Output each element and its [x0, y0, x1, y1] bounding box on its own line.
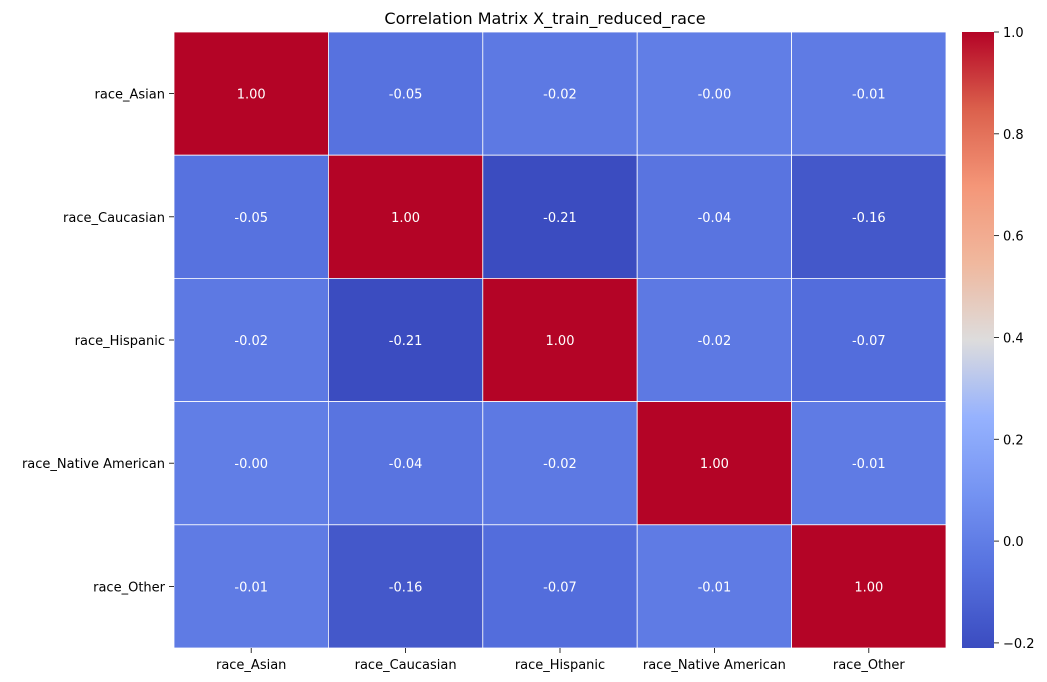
cell-value-label: -0.01 — [852, 457, 886, 472]
cell-value-label: -0.02 — [543, 457, 577, 472]
colorbar-tick-label: 0.8 — [1003, 128, 1024, 143]
chart-title: Correlation Matrix X_train_reduced_race — [384, 9, 705, 29]
row-tick-label: race_Hispanic — [75, 334, 165, 349]
colorbar-tick-label: 0.2 — [1003, 433, 1024, 448]
cell-value-label: -0.01 — [698, 580, 732, 595]
cell-value-label: -0.07 — [852, 334, 886, 349]
heatmap-cell — [791, 401, 947, 526]
cell-value-label: -0.16 — [852, 211, 886, 226]
colorbar — [962, 32, 994, 648]
heatmap-cell — [791, 31, 947, 156]
cell-value-label: -0.00 — [698, 88, 732, 103]
heatmap-cell — [482, 401, 638, 526]
colorbar-tick-label: 1.0 — [1003, 26, 1024, 41]
column-tick-label: race_Other — [833, 658, 906, 673]
cell-value-label: -0.21 — [389, 334, 423, 349]
heatmap-cell — [327, 154, 484, 279]
row-tick-labels: race_Asian race_Caucasian race_Hispanicrac… — [22, 88, 174, 595]
colorbar-tick-label: 0.0 — [1003, 535, 1024, 550]
cell-value-label: -0.00 — [234, 457, 268, 472]
cell-value-label: 1.00 — [700, 457, 729, 472]
heatmap-cell — [482, 31, 638, 156]
cell-value-label: -0.16 — [389, 580, 423, 595]
heatmap-cell — [636, 401, 793, 526]
heatmap-cell — [482, 277, 638, 402]
column-tick-label: race_Asian — [216, 658, 286, 673]
heatmap-cell — [173, 31, 329, 156]
cell-value-label: -0.02 — [698, 334, 732, 349]
cell-value-label: 1.00 — [391, 211, 420, 226]
heatmap-cell — [791, 277, 947, 402]
heatmap-cell — [636, 31, 793, 156]
row-tick-label: race_Other — [93, 580, 166, 595]
heatmap-cell — [327, 524, 484, 649]
row-tick-label: race_Native American — [22, 457, 165, 472]
heatmap-value-labels: 1.00 -0.05 -0.02 -0.00 -0.01 -0.05 1.00 -0.21 -0… — [234, 88, 885, 596]
colorbar-tick-label: 0.6 — [1003, 230, 1024, 245]
column-tick-label: race_Native American — [643, 658, 786, 673]
heatmap-cell — [791, 154, 947, 279]
cell-value-label: -0.02 — [543, 88, 577, 103]
cell-value-label: 1.00 — [854, 580, 883, 595]
cell-value-label: -0.05 — [389, 88, 423, 103]
heatmap-cells — [173, 31, 947, 649]
cell-value-label: -0.21 — [543, 211, 577, 226]
column-tick-label: race_Caucasian — [355, 658, 457, 673]
cell-value-label: -0.01 — [234, 580, 268, 595]
heatmap-cell — [327, 277, 484, 402]
cell-value-label: 1.00 — [237, 88, 266, 103]
colorbar-tick-label: 0.4 — [1003, 331, 1024, 346]
heatmap-cell — [482, 524, 638, 649]
cell-value-label: -0.02 — [234, 334, 268, 349]
heatmap-cell — [791, 524, 947, 649]
heatmap-cell — [173, 154, 329, 279]
row-tick-label: race_Caucasian — [63, 211, 165, 226]
column-tick-labels: race_Asian race_Caucasian race_Hispanic rac… — [216, 648, 905, 673]
cell-value-label: -0.04 — [389, 457, 423, 472]
heatmap-cell — [482, 154, 638, 279]
heatmap-cell — [327, 31, 484, 156]
cell-value-label: -0.04 — [698, 211, 732, 226]
cell-value-label: -0.01 — [852, 88, 886, 103]
colorbar-tick-label: −0.2 — [1003, 637, 1035, 652]
row-tick-label: race_Asian — [95, 88, 165, 103]
column-tick-label: race_Hispanic — [515, 658, 605, 673]
cell-value-label: -0.07 — [543, 580, 577, 595]
cell-value-label: 1.00 — [546, 334, 575, 349]
heatmap-cell — [173, 524, 329, 649]
heatmap-cell — [327, 401, 484, 526]
colorbar-ticks: −0.2 0.0 0.2 0.4 0.6 0.8 1.0 — [994, 26, 1035, 652]
heatmap-cell — [636, 277, 793, 402]
cell-value-label: -0.05 — [234, 211, 268, 226]
